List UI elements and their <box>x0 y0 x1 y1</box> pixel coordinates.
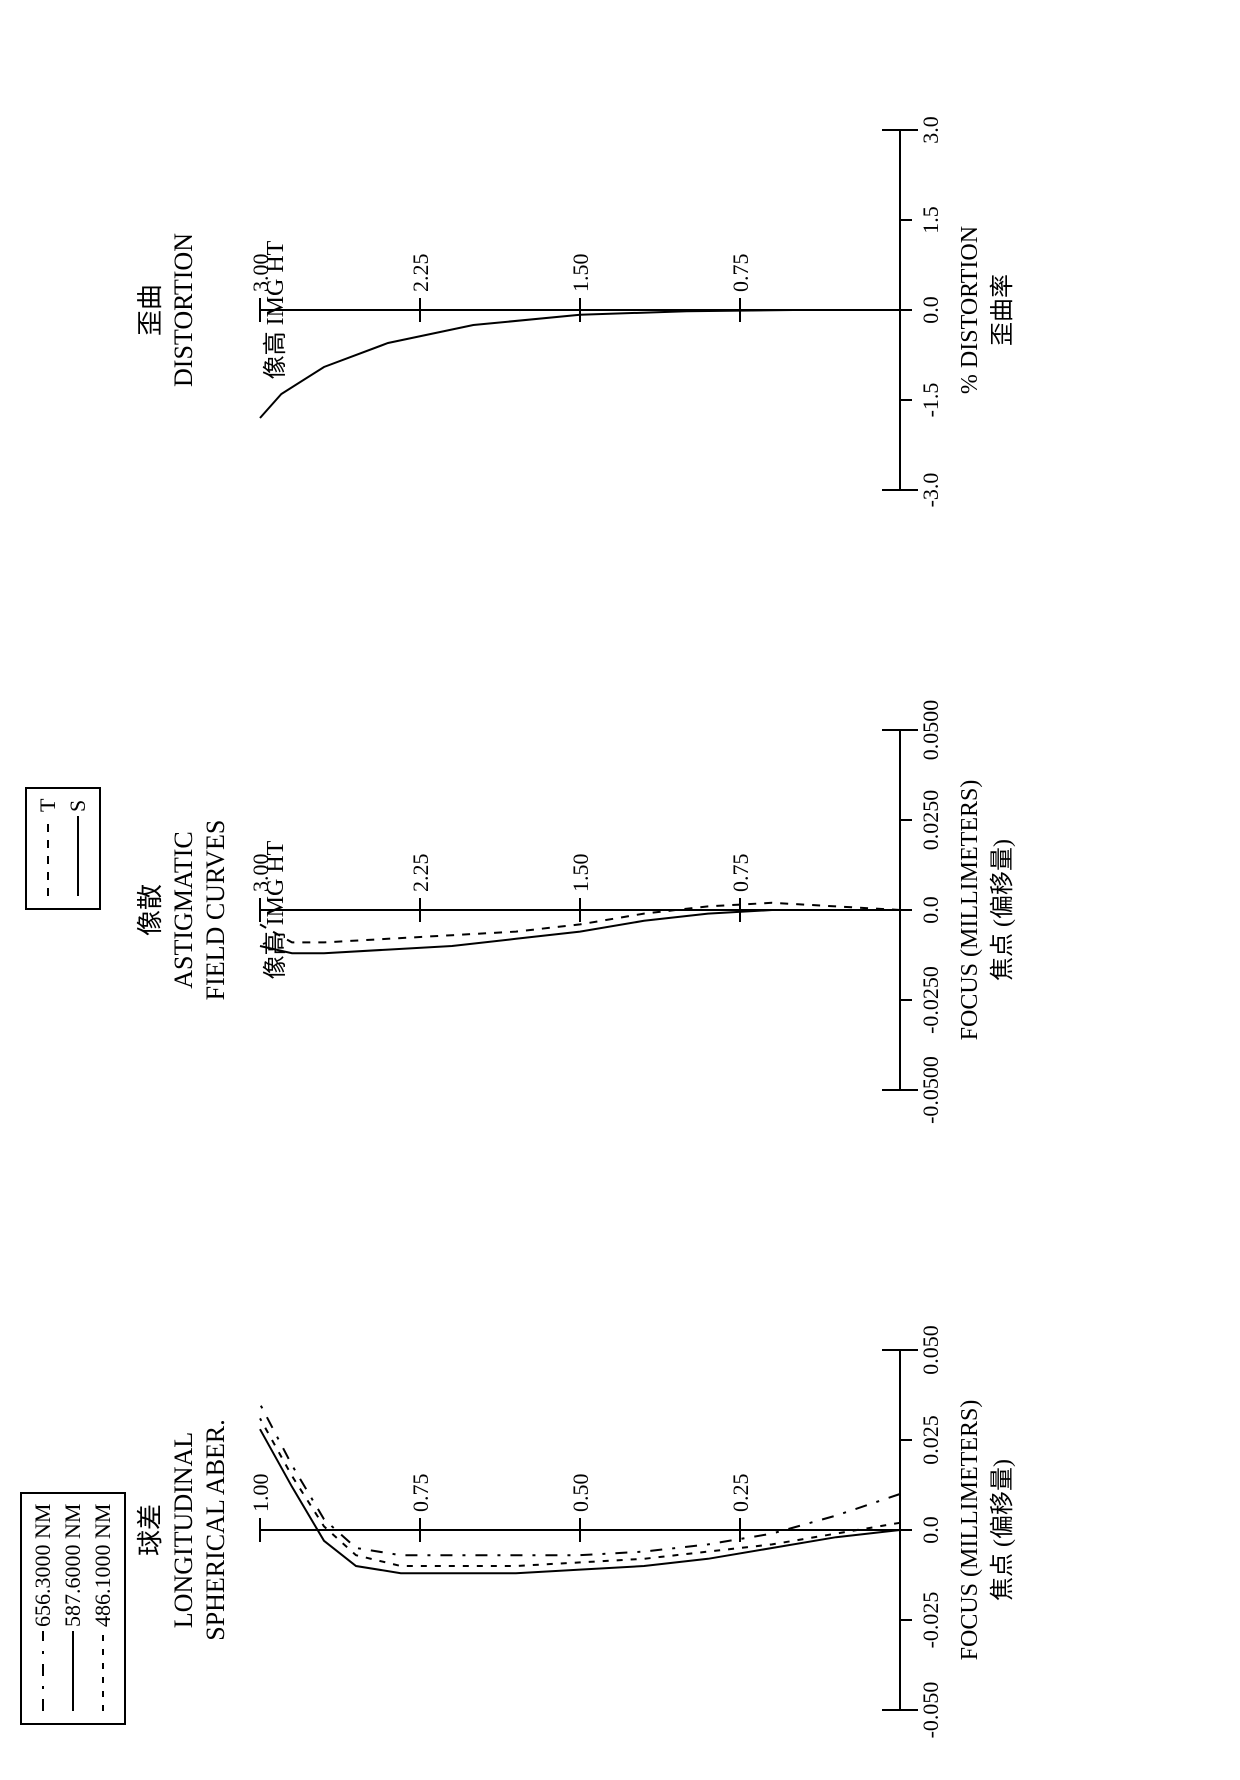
y-tick: 2.25 <box>408 212 434 292</box>
x-axis-label-en: % DISTORTION <box>955 110 985 510</box>
legend-row: 587.6000 NM <box>58 1504 88 1713</box>
x-axis-label-en: FOCUS (MILLIMETERS) <box>955 710 985 1110</box>
y-tick: 0.75 <box>408 1432 434 1512</box>
legend-row: 656.3000 NM <box>28 1504 58 1713</box>
legend-line-icon <box>68 812 88 898</box>
x-tick: 0.050 <box>918 1295 944 1405</box>
legend-row: T <box>33 799 63 898</box>
legend-item-label: 486.1000 NM <box>90 1504 116 1627</box>
y-tick: 0.50 <box>568 1432 594 1512</box>
x-axis-label-cn: 焦点 (偏移量) <box>988 710 1018 1110</box>
ts-legend: TS <box>25 787 101 910</box>
legend-row: 486.1000 NM <box>88 1504 118 1713</box>
x-tick: 0.0500 <box>918 675 944 785</box>
y-tick: 0.75 <box>728 212 754 292</box>
legend-line-icon <box>63 1627 83 1713</box>
y-tick: 3.00 <box>248 212 274 292</box>
legend-line-icon <box>93 1627 113 1713</box>
y-tick: 1.50 <box>568 812 594 892</box>
legend-item-label: S <box>65 800 91 812</box>
legend-item-label: 587.6000 NM <box>60 1504 86 1627</box>
x-axis-label-cn: 歪曲率 <box>988 110 1018 510</box>
legend-line-icon <box>33 1627 53 1713</box>
chart-title: 像散ASTIGMATICFIELD CURVES <box>135 710 233 1110</box>
chart-title: 歪曲DISTORTION <box>135 110 200 510</box>
y-tick: 1.50 <box>568 212 594 292</box>
legend-item-label: T <box>35 799 61 812</box>
x-axis-label-en: FOCUS (MILLIMETERS) <box>955 1330 985 1730</box>
y-tick: 0.75 <box>728 812 754 892</box>
chart-title: 球差LONGITUDINALSPHERICAL ABER. <box>135 1330 233 1730</box>
y-tick: 1.00 <box>248 1432 274 1512</box>
y-tick: 3.00 <box>248 812 274 892</box>
x-axis-label-cn: 焦点 (偏移量) <box>988 1330 1018 1730</box>
x-tick: 3.0 <box>918 75 944 185</box>
wavelength-legend: 656.3000 NM587.6000 NM486.1000 NM <box>20 1492 126 1725</box>
y-tick: 0.25 <box>728 1432 754 1512</box>
y-tick: 2.25 <box>408 812 434 892</box>
legend-line-icon <box>38 812 58 898</box>
legend-row: S <box>63 799 93 898</box>
legend-item-label: 656.3000 NM <box>30 1504 56 1627</box>
